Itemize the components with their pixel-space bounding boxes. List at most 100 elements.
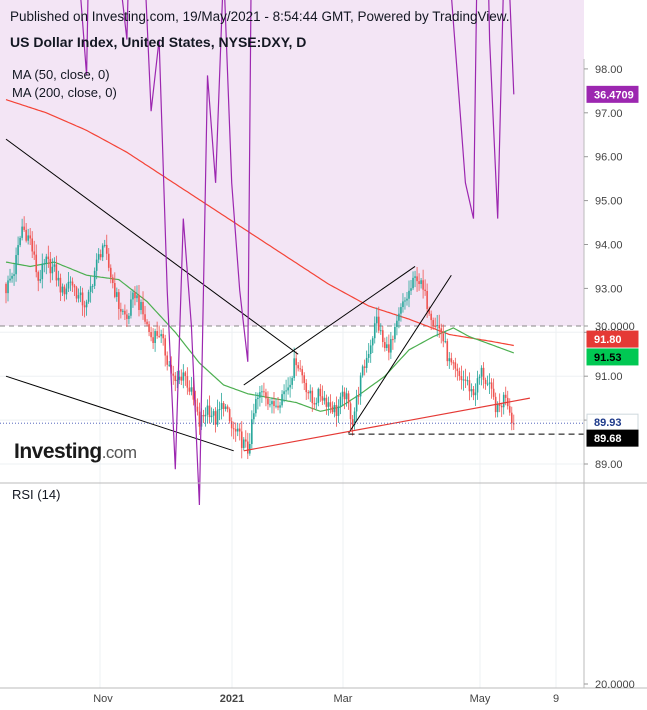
candle-up: [373, 323, 376, 339]
candle-down: [460, 375, 463, 381]
candle-up: [315, 402, 318, 405]
candle-up: [353, 411, 356, 425]
price-badge-bg: [586, 330, 639, 348]
candle-up: [281, 394, 283, 406]
trendline-falling-wedge-upper: [5, 138, 299, 355]
candle-down: [232, 428, 235, 430]
rsi-legend: RSI (14): [12, 487, 61, 502]
candle-down: [468, 380, 471, 392]
price-badges: 91.80 91.53 89.93 89.68 36.4709: [586, 85, 639, 447]
price-badge: 89.68: [594, 433, 622, 445]
candle-up: [470, 389, 473, 392]
axes: [0, 59, 647, 689]
candle-down: [228, 409, 231, 422]
candle-up: [61, 286, 64, 293]
candle-up: [17, 245, 19, 256]
candle-down: [384, 342, 386, 349]
candle-up: [87, 291, 90, 302]
price-tick-label: 93.00: [595, 283, 623, 295]
candle-up: [212, 411, 215, 416]
candle-down: [196, 406, 199, 412]
candle-up: [39, 279, 42, 281]
candle-down: [134, 292, 136, 299]
candle-up: [448, 358, 451, 362]
candle-up: [259, 392, 261, 398]
candle-down: [29, 235, 31, 239]
candle-down: [198, 411, 201, 427]
price-tick-label: 95.00: [595, 196, 623, 208]
candle-up: [13, 274, 15, 276]
candle-down: [105, 244, 108, 254]
price-badge: 91.80: [594, 334, 622, 346]
candle-down: [349, 403, 352, 420]
candle-down: [426, 291, 428, 310]
candle-up: [216, 409, 219, 425]
candle-up: [257, 397, 259, 400]
candle-down: [456, 368, 459, 372]
candle-down: [347, 393, 350, 404]
candle-up: [269, 404, 271, 406]
candle-up: [19, 237, 21, 246]
candle-up: [178, 376, 181, 380]
candle-up: [236, 428, 239, 432]
candle-down: [188, 387, 191, 392]
candle-down: [238, 428, 241, 432]
candle-down: [432, 320, 434, 326]
price-tick-label: 98.00: [595, 64, 623, 76]
price-tick-label: 97.00: [595, 108, 623, 120]
candle-up: [65, 288, 68, 295]
ma200-line: [5, 99, 514, 347]
candle-up: [154, 331, 156, 343]
candle-down: [472, 389, 475, 396]
price-y-ticks: 89.0090.0091.0092.0093.0094.0095.0096.00…: [584, 64, 623, 471]
candle-up: [69, 281, 72, 283]
candle-up: [444, 341, 447, 343]
candle-up: [355, 395, 358, 412]
price-badge: 91.53: [594, 352, 622, 364]
candle-up: [402, 301, 404, 308]
candle-down: [500, 405, 503, 408]
candle-down: [299, 368, 301, 370]
candle-down: [438, 325, 441, 329]
trendlines: [5, 138, 531, 452]
candle-up: [43, 263, 46, 265]
trendline-rising-wedge-upper: [243, 266, 416, 386]
candle-up: [359, 375, 362, 397]
published-note: Published on Investing.com, 19/May/2021 …: [10, 9, 510, 24]
candle-up: [122, 310, 124, 312]
candle-up: [375, 316, 378, 324]
candle-up: [53, 264, 56, 267]
candle-down: [377, 316, 380, 331]
candle-down: [124, 310, 126, 315]
candle-up: [361, 366, 364, 376]
candle-up: [486, 383, 489, 385]
candle-up: [287, 387, 289, 391]
candle-down: [428, 309, 430, 314]
candle-down: [202, 415, 205, 417]
candle-up: [95, 259, 98, 271]
candle-down: [382, 330, 384, 343]
candle-down: [180, 376, 183, 381]
candle-up: [309, 390, 312, 394]
candle-down: [31, 238, 33, 252]
price-badge: 89.93: [594, 417, 622, 429]
candle-down: [59, 277, 62, 293]
price-tick-label: 96.00: [595, 152, 623, 164]
candle-up: [317, 388, 320, 403]
candle-up: [67, 281, 70, 289]
candle-down: [321, 396, 324, 401]
x-ticks: Nov 2021 Mar May 9: [93, 693, 559, 705]
candle-down: [192, 387, 195, 400]
candle-down: [240, 431, 243, 448]
candle-down: [111, 277, 114, 284]
candle-down: [99, 254, 102, 258]
candle-down: [424, 289, 426, 292]
candle-down: [146, 321, 148, 325]
candle-up: [279, 405, 281, 408]
candle-up: [333, 405, 336, 413]
candle-down: [142, 301, 144, 315]
rsi-value-badge-bg: [586, 85, 639, 103]
candle-up: [218, 409, 221, 411]
candle-up: [130, 299, 132, 316]
candle-down: [343, 391, 346, 400]
